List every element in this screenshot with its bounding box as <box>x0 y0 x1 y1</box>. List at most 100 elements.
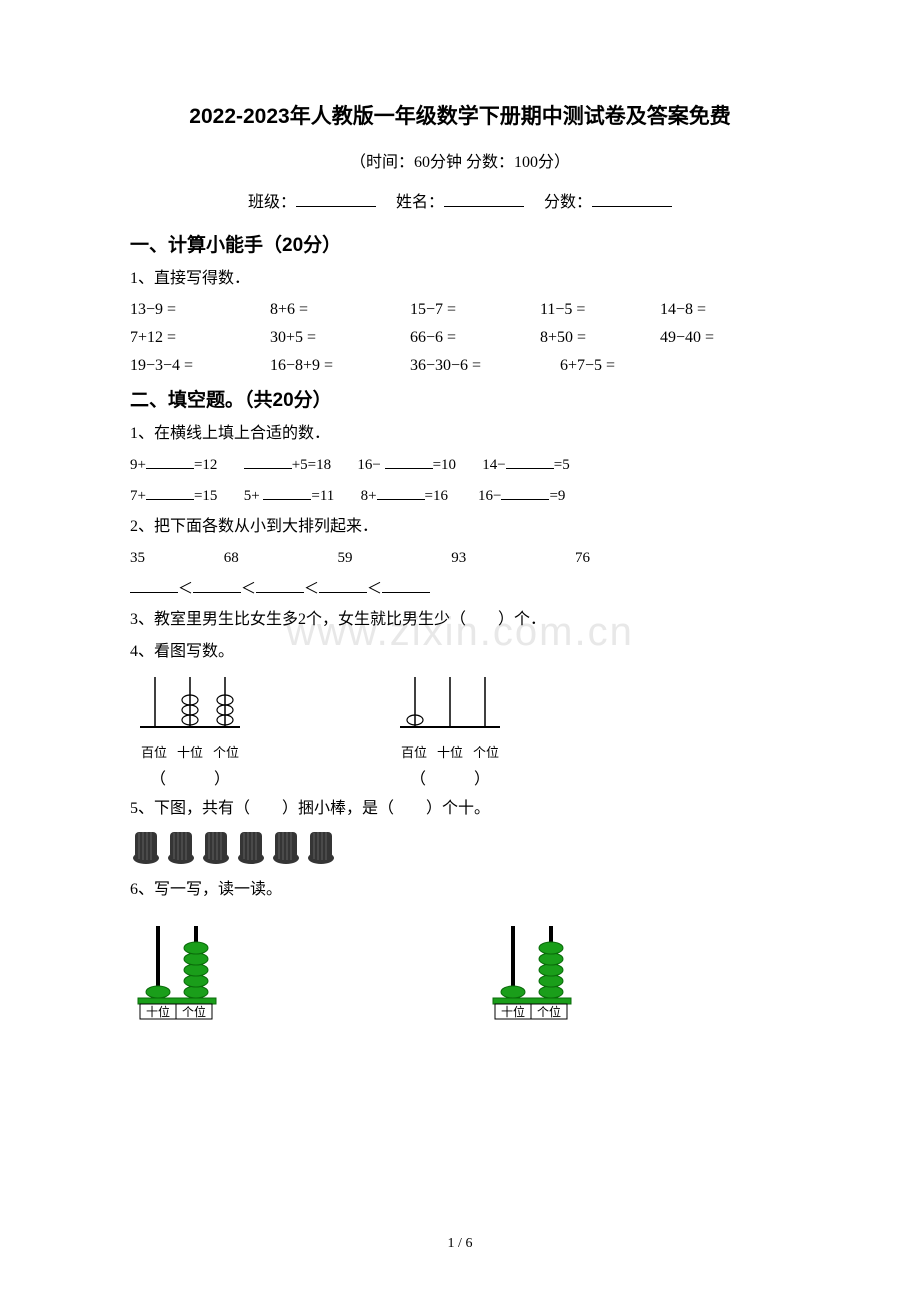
fill: 14− <box>482 457 505 473</box>
blank <box>319 581 367 593</box>
suanpan-2: 十位 个位 <box>485 920 580 1020</box>
eq: 7+12 = <box>130 329 270 347</box>
abacus-row: 百位 十位 个位 百位 十位 个位 <box>130 672 790 761</box>
sp-label: 个位 <box>182 1004 206 1019</box>
sort-numbers: 35 68 59 93 76 <box>130 547 790 570</box>
fill: 16− <box>478 488 501 504</box>
eq-row-2: 7+12 = 30+5 = 66−6 = 8+50 = 49−40 = <box>130 329 790 347</box>
lt: ＜ <box>178 581 193 597</box>
abacus-icon <box>390 672 510 742</box>
num: 93 <box>451 547 571 570</box>
blank <box>377 488 425 500</box>
page-number: 1 / 6 <box>448 1236 473 1252</box>
blank <box>146 488 194 500</box>
paren-row: （ ） （ ） <box>130 765 790 789</box>
eq: 30+5 = <box>270 329 410 347</box>
eq: 11−5 = <box>540 301 660 319</box>
eq: 14−8 = <box>660 301 706 319</box>
eq: 16−8+9 = <box>270 357 410 375</box>
lt: ＜ <box>241 581 256 597</box>
eq: 13−9 = <box>130 301 270 319</box>
num: 35 <box>130 547 220 570</box>
eq-row-1: 13−9 = 8+6 = 15−7 = 11−5 = 14−8 = <box>130 301 790 319</box>
sort-blanks: ＜ ＜ ＜ ＜ <box>130 578 790 601</box>
label: 百位 <box>401 742 427 761</box>
fill: 9+ <box>130 457 146 473</box>
name-blank <box>444 193 524 207</box>
page-title: 2022-2023年人教版一年级数学下册期中测试卷及答案免费 <box>130 100 790 130</box>
eq: 8+6 = <box>270 301 410 319</box>
abacus-labels: 百位 十位 个位 <box>130 742 250 761</box>
fill-row-1: 9+ =12 +5=18 16− =10 14− =5 <box>130 454 790 477</box>
blank <box>146 457 194 469</box>
label: 百位 <box>141 742 167 761</box>
suanpan-row: 十位 个位 十位 个位 <box>130 920 790 1020</box>
blank <box>506 457 554 469</box>
abacus-2: 百位 十位 个位 <box>390 672 510 761</box>
class-label: 班级： <box>248 194 296 211</box>
student-info-line: 班级： 姓名： 分数： <box>130 188 790 212</box>
s2-q6: 6、写一写，读一读。 <box>130 878 790 902</box>
class-blank <box>296 193 376 207</box>
fill: 7+ <box>130 488 146 504</box>
blank <box>382 581 430 593</box>
eq: 66−6 = <box>410 329 540 347</box>
blank <box>385 457 433 469</box>
sp-label: 十位 <box>146 1004 170 1019</box>
label: 十位 <box>177 742 203 761</box>
paren: （ ） <box>390 765 510 789</box>
name-label: 姓名： <box>396 194 444 211</box>
blank <box>501 488 549 500</box>
eq: 6+7−5 = <box>560 357 615 375</box>
label: 个位 <box>213 742 239 761</box>
eq-row-3: 19−3−4 = 16−8+9 = 36−30−6 = 6+7−5 = <box>130 357 790 375</box>
abacus-labels: 百位 十位 个位 <box>390 742 510 761</box>
lt: ＜ <box>367 581 382 597</box>
abacus-1: 百位 十位 个位 <box>130 672 250 761</box>
fill: =11 <box>311 488 334 504</box>
blank <box>193 581 241 593</box>
fill: 5+ <box>244 488 260 504</box>
eq: 49−40 = <box>660 329 714 347</box>
eq: 36−30−6 = <box>410 357 560 375</box>
suanpan-icon: 十位 个位 <box>130 920 225 1020</box>
eq: 19−3−4 = <box>130 357 270 375</box>
s2-q4: 4、看图写数。 <box>130 640 790 664</box>
blank <box>256 581 304 593</box>
exam-meta: （时间：60分钟 分数：100分） <box>130 148 790 172</box>
label: 个位 <box>473 742 499 761</box>
blank <box>263 488 311 500</box>
sp-label: 个位 <box>537 1004 561 1019</box>
paren: （ ） <box>130 765 250 789</box>
s2-q3: 3、教室里男生比女生多2个，女生就比男生少（ ）个． <box>130 608 790 632</box>
fill: +5=18 <box>292 457 331 473</box>
fill: =9 <box>549 488 565 504</box>
sp-label: 十位 <box>501 1004 525 1019</box>
fill: =5 <box>554 457 570 473</box>
fill: 16− <box>357 457 380 473</box>
fill: =16 <box>425 488 448 504</box>
suanpan-1: 十位 个位 <box>130 920 225 1020</box>
bundle-row <box>130 829 790 870</box>
eq: 15−7 = <box>410 301 540 319</box>
fill: =10 <box>433 457 456 473</box>
label: 十位 <box>437 742 463 761</box>
score-label: 分数： <box>544 194 592 211</box>
section-1-head: 一、计算小能手（20分） <box>130 230 790 257</box>
fill: =12 <box>194 457 217 473</box>
blank <box>244 457 292 469</box>
score-blank <box>592 193 672 207</box>
fill-row-2: 7+ =15 5+ =11 8+ =16 16− =9 <box>130 485 790 508</box>
s2-q5: 5、下图，共有（ ）捆小棒，是（ ）个十。 <box>130 797 790 821</box>
section-2-head: 二、填空题。（共20分） <box>130 385 790 412</box>
fill: =15 <box>194 488 217 504</box>
num: 76 <box>575 550 590 566</box>
fill: 8+ <box>361 488 377 504</box>
abacus-icon <box>130 672 250 742</box>
lt: ＜ <box>304 581 319 597</box>
s2-q2: 2、把下面各数从小到大排列起来． <box>130 515 790 539</box>
s2-q1: 1、在横线上填上合适的数． <box>130 422 790 446</box>
num: 59 <box>338 547 448 570</box>
num: 68 <box>224 547 334 570</box>
suanpan-icon: 十位 个位 <box>485 920 580 1020</box>
